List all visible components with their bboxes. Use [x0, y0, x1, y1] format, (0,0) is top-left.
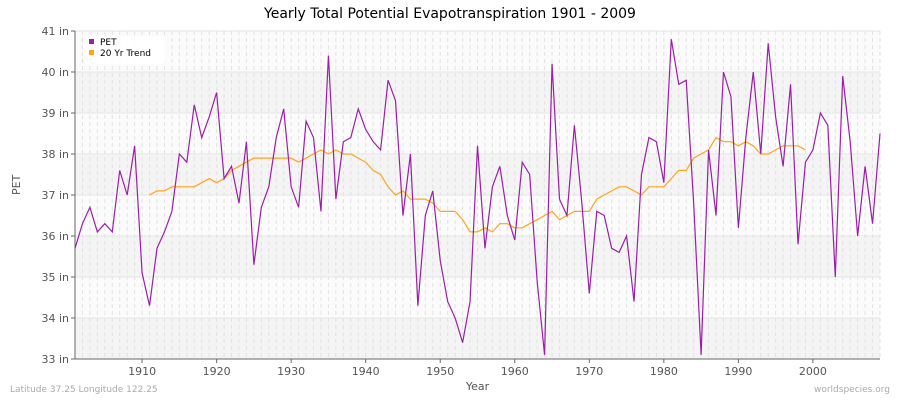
x-tick-label: 1920: [203, 365, 231, 378]
series-line-pet: [74, 39, 881, 355]
x-tick-label: 1970: [575, 365, 603, 378]
legend-swatch: [89, 39, 94, 44]
series-line-20-yr-trend: [149, 136, 806, 233]
y-tick-label: 41 in: [41, 25, 69, 38]
grid-band: [75, 318, 880, 359]
y-tick-label: 36 in: [41, 230, 69, 243]
y-tick-label: 40 in: [41, 66, 69, 79]
y-tick-label: 39 in: [41, 107, 69, 120]
x-tick-label: 1990: [724, 365, 752, 378]
x-tick-label: 1950: [426, 365, 454, 378]
x-tick-label: 1930: [277, 365, 305, 378]
x-tick-label: 1940: [352, 365, 380, 378]
y-tick-label: 33 in: [41, 353, 69, 366]
chart-title: Yearly Total Potential Evapotranspiratio…: [264, 6, 636, 22]
legend-swatch: [89, 50, 94, 55]
footer-coordinates: Latitude 37.25 Longitude 122.25: [10, 385, 158, 395]
x-tick-label: 2000: [799, 365, 827, 378]
y-tick-label: 38 in: [41, 148, 69, 161]
legend-label: PET: [100, 38, 117, 48]
y-tick-label: 34 in: [41, 312, 69, 325]
y-tick-label: 37 in: [41, 189, 69, 202]
footer-source: worldspecies.org: [813, 385, 890, 395]
x-axis-label: Year: [465, 380, 490, 393]
x-tick-label: 1910: [128, 365, 156, 378]
x-tick-label: 1960: [501, 365, 529, 378]
grid-band: [75, 72, 880, 113]
y-tick-label: 35 in: [41, 271, 69, 284]
legend-label: 20 Yr Trend: [100, 49, 151, 59]
x-tick-label: 1980: [650, 365, 678, 378]
legend-box: [83, 36, 165, 64]
grid-band: [75, 31, 880, 72]
